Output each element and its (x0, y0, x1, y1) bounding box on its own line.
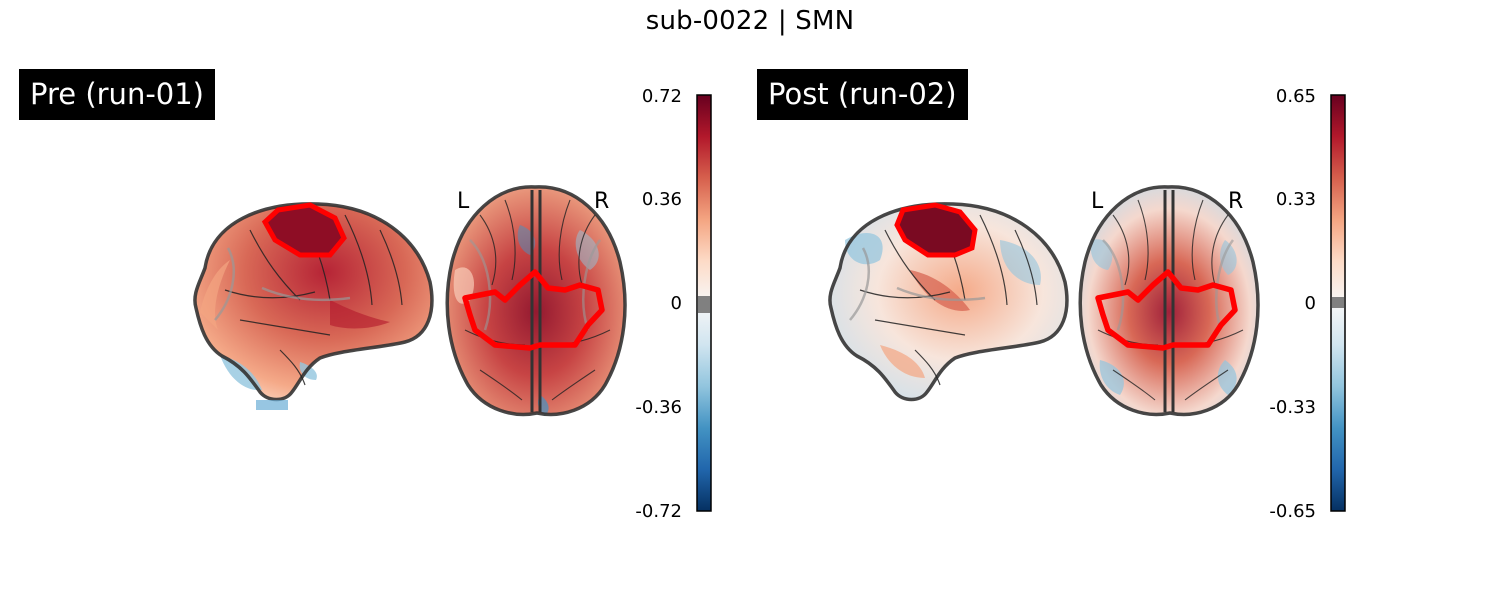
pre-left-marker: L (457, 189, 470, 214)
post-colorbar-tick-max: 0.65 (1275, 86, 1316, 107)
pre-sagittal-roi-outline (261, 202, 347, 258)
post-sagittal-view (828, 202, 1069, 402)
post-threshold-band (1332, 297, 1344, 308)
pre-colorbar-tick-mid-high: 0.36 (641, 189, 682, 210)
post-colorbar (1330, 94, 1346, 512)
pre-right-marker: R (594, 189, 610, 214)
pre-colorbar-tick-zero: 0 (670, 293, 682, 314)
post-colorbar-tick-min: -0.65 (1269, 501, 1316, 522)
post-sagittal-roi-outline (894, 202, 978, 258)
pre-axial-roi-outline (462, 269, 605, 351)
post-colorbar-tick-mid-high: 0.33 (1275, 189, 1316, 210)
panel-label-post: Post (run-02) (757, 69, 968, 120)
pre-sagittal-view (193, 202, 434, 410)
pre-colorbar-tick-mid-low: -0.36 (635, 397, 682, 418)
post-axial-view (1078, 185, 1260, 417)
post-colorbar-tick-mid-low: -0.33 (1269, 397, 1316, 418)
post-colorbar-tick-zero: 0 (1304, 293, 1316, 314)
pre-colorbar-tick-max: 0.72 (641, 86, 682, 107)
pre-colorbar (696, 94, 712, 512)
figure-title: sub-0022 | SMN (645, 6, 855, 36)
panel-label-pre: Pre (run-01) (19, 69, 215, 120)
post-axial-roi-outline (1095, 269, 1238, 351)
pre-axial-view (445, 185, 627, 417)
pre-colorbar-tick-min: -0.72 (635, 501, 682, 522)
post-right-marker: R (1228, 189, 1244, 214)
pre-threshold-band (698, 296, 710, 313)
post-left-marker: L (1091, 189, 1104, 214)
